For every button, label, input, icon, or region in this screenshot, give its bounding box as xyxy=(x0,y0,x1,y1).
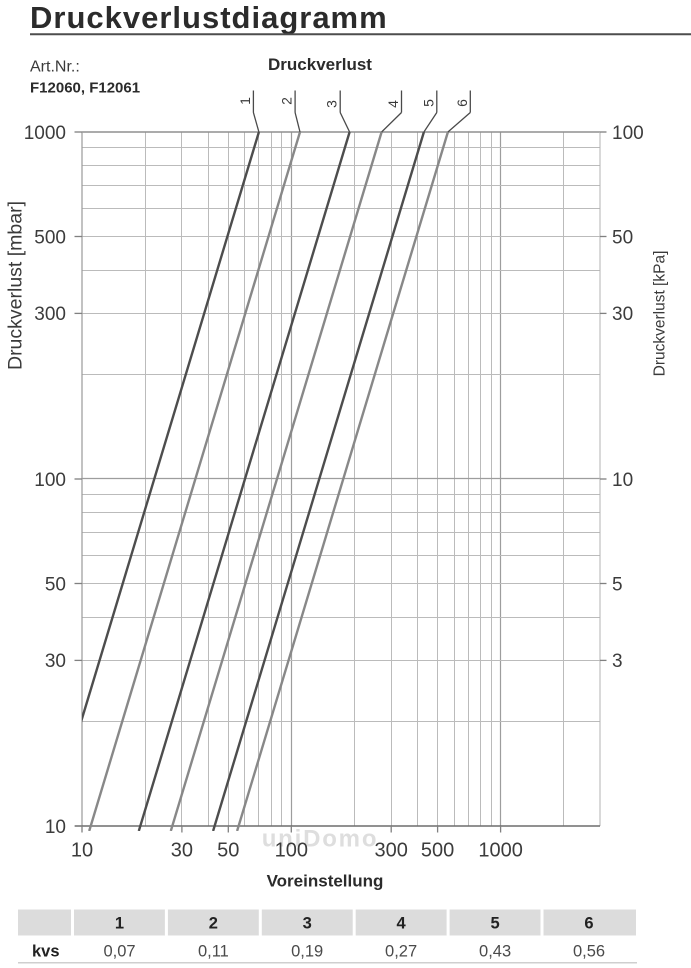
svg-text:10: 10 xyxy=(71,840,93,862)
svg-text:5: 5 xyxy=(612,574,623,595)
svg-text:0,11: 0,11 xyxy=(198,943,229,961)
svg-text:100: 100 xyxy=(34,470,66,491)
svg-text:500: 500 xyxy=(34,227,66,248)
svg-text:100: 100 xyxy=(612,123,644,144)
svg-text:kvs: kvs xyxy=(32,943,60,961)
svg-text:3: 3 xyxy=(303,915,312,933)
svg-text:0,27: 0,27 xyxy=(385,943,417,961)
svg-text:1: 1 xyxy=(115,915,124,933)
svg-text:Druckverlust [mbar]: Druckverlust [mbar] xyxy=(5,201,27,370)
svg-text:50: 50 xyxy=(612,227,633,248)
svg-text:0,56: 0,56 xyxy=(573,943,605,961)
svg-text:Druckverlust [kPa]: Druckverlust [kPa] xyxy=(652,251,669,377)
svg-text:30: 30 xyxy=(612,304,633,325)
svg-text:Art.Nr.:: Art.Nr.: xyxy=(30,59,80,76)
svg-text:Druckverlust: Druckverlust xyxy=(268,55,372,74)
svg-text:30: 30 xyxy=(171,840,193,862)
svg-text:6: 6 xyxy=(584,915,593,933)
svg-text:100: 100 xyxy=(275,840,308,862)
svg-text:1000: 1000 xyxy=(478,840,523,862)
svg-text:3: 3 xyxy=(612,651,623,672)
svg-text:300: 300 xyxy=(375,840,408,862)
svg-text:3: 3 xyxy=(324,100,340,108)
svg-text:4: 4 xyxy=(385,100,401,108)
svg-text:50: 50 xyxy=(45,574,66,595)
svg-text:4: 4 xyxy=(397,915,407,933)
svg-text:5: 5 xyxy=(491,915,500,933)
svg-text:2: 2 xyxy=(209,915,218,933)
svg-text:uniDomo: uniDomo xyxy=(262,826,379,853)
svg-text:Voreinstellung: Voreinstellung xyxy=(267,872,384,891)
svg-text:300: 300 xyxy=(34,304,66,325)
svg-text:Druckverlustdiagramm: Druckverlustdiagramm xyxy=(30,0,388,35)
svg-text:F12060, F12061: F12060, F12061 xyxy=(30,80,140,97)
svg-text:30: 30 xyxy=(45,651,66,672)
svg-text:500: 500 xyxy=(421,840,454,862)
svg-text:0,07: 0,07 xyxy=(103,943,135,961)
svg-text:1000: 1000 xyxy=(24,123,66,144)
svg-text:2: 2 xyxy=(279,97,295,105)
svg-text:10: 10 xyxy=(612,470,633,491)
svg-text:0,43: 0,43 xyxy=(479,943,511,961)
svg-text:5: 5 xyxy=(420,99,436,107)
svg-text:0,19: 0,19 xyxy=(291,943,323,961)
svg-text:6: 6 xyxy=(454,99,470,107)
svg-text:50: 50 xyxy=(217,840,239,862)
svg-text:10: 10 xyxy=(45,817,66,838)
svg-text:1: 1 xyxy=(237,97,253,105)
